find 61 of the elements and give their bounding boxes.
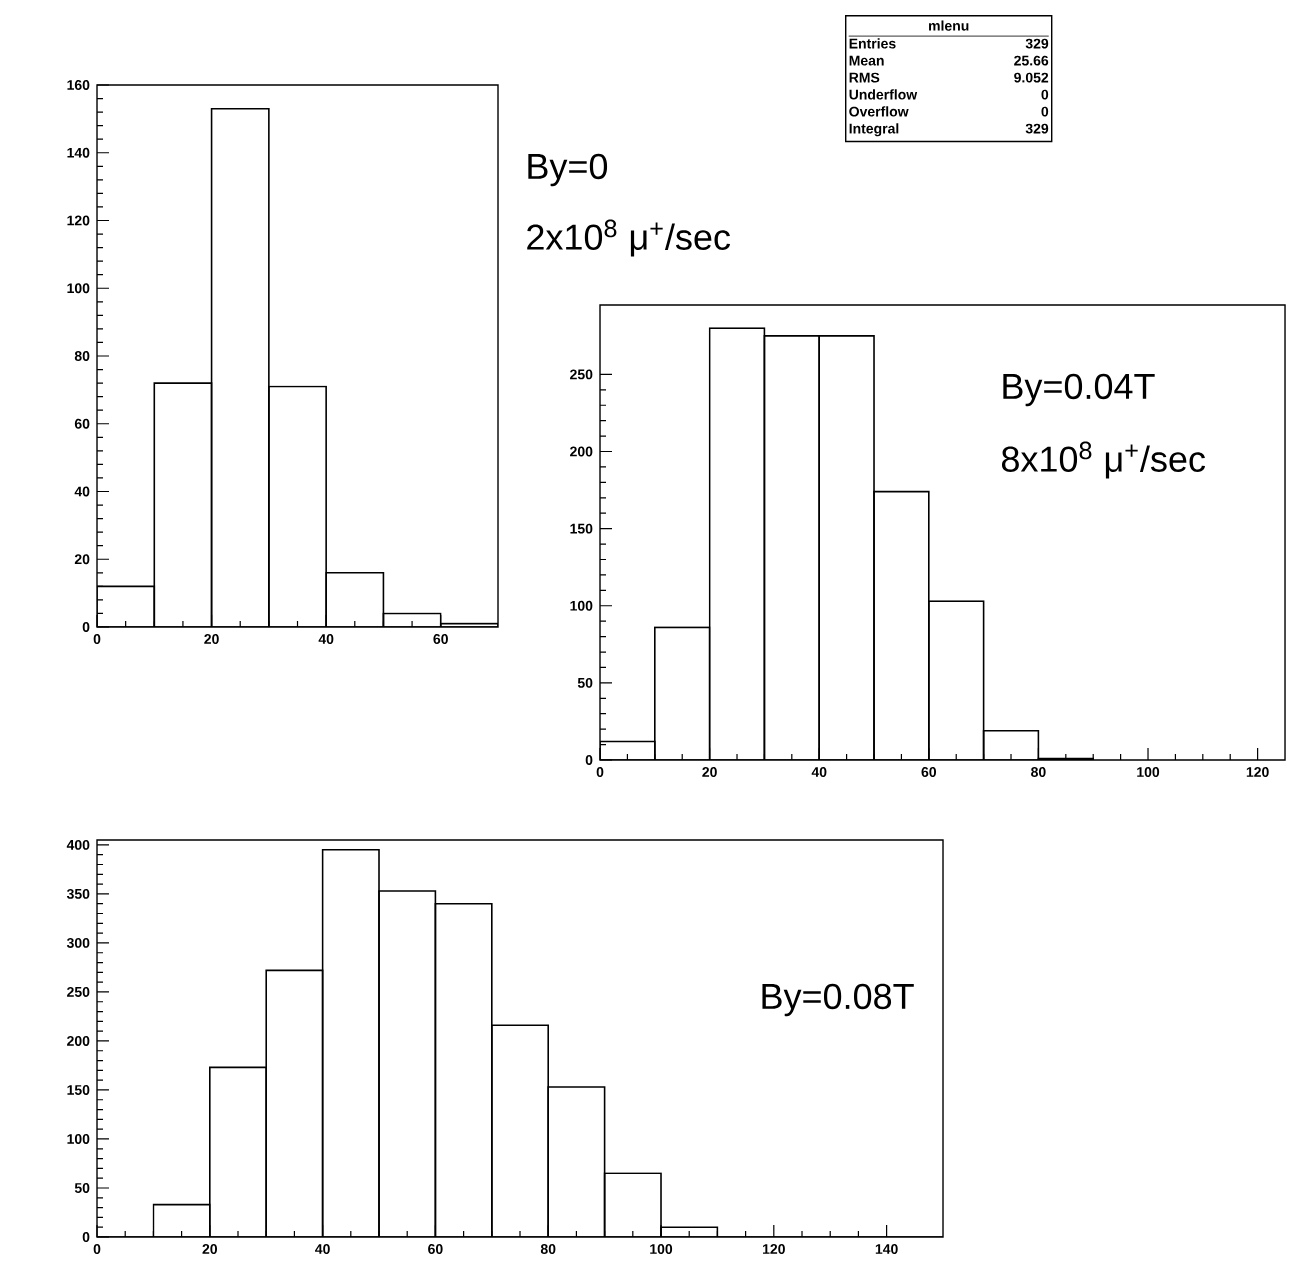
y-tick-label: 250 [570,369,593,380]
x-tick-label: 40 [318,634,334,644]
x-tick-label: 0 [93,1244,101,1254]
text: By=0 [528,153,608,187]
x-tick-label: 20 [202,1244,218,1254]
text: 0 [1041,106,1049,117]
y-tick-label: 200 [67,1036,90,1046]
x-tick-label: 140 [875,1244,898,1254]
text: 0 [1041,89,1049,100]
text: 329 [1025,38,1049,49]
y-tick-label: 300 [66,937,90,948]
y-tick-label: 200 [570,446,593,457]
y-tick-label: 50 [74,1183,90,1193]
x-tick-label: 0 [596,767,604,777]
text: Entries [849,38,896,49]
text: mlenu [929,20,969,31]
x-tick-label: 100 [650,1244,673,1254]
x-tick-label: 0 [93,634,101,644]
text: 25.66 [1014,55,1049,66]
y-tick-label: 400 [66,839,90,850]
text: Mean [849,55,884,66]
y-tick-label: 250 [67,987,90,997]
x-tick-label: 40 [315,1244,330,1254]
y-tick-label: 100 [67,1134,90,1144]
text: 329 [1025,123,1049,134]
annotation: 8x10$^{8}$ μ$^{+}$/sec [1001,441,1206,479]
y-tick-label: 100 [67,283,90,294]
x-tick-label: 60 [921,767,937,777]
text: Integral [849,123,899,137]
y-tick-label: 40 [74,486,90,497]
x-tick-label: 60 [433,634,448,644]
x-tick-label: 120 [1246,767,1269,777]
x-tick-label: 80 [1031,767,1046,777]
text: Underflow [849,89,918,100]
text: 2x10$^{8}$ μ$^{+}$/sec [527,219,731,257]
text: 9.052 [1014,72,1049,83]
y-tick-label: 150 [570,523,593,534]
y-tick-label: 150 [67,1085,90,1095]
x-tick-label: 120 [763,1244,785,1254]
y-tick-label: 20 [74,554,90,565]
y-tick-label: 350 [66,888,90,899]
y-tick-label: 60 [74,418,90,429]
y-tick-label: 80 [74,351,90,361]
x-tick-label: 100 [1137,767,1160,777]
y-tick-label: 0 [585,755,593,765]
y-tick-label: 50 [577,677,593,688]
y-tick-label: 160 [67,80,90,90]
x-tick-label: 80 [540,1244,556,1254]
annotation: By=0.08T [762,983,914,1017]
y-tick-label: 0 [82,1232,90,1242]
y-tick-label: 120 [67,215,90,226]
annotation: By=0.04T [1003,373,1155,407]
x-tick-label: 60 [428,1244,443,1254]
x-tick-label: 20 [204,634,219,644]
y-tick-label: 140 [67,147,90,158]
y-tick-label: 0 [82,622,90,632]
text: Overflow [849,106,909,117]
x-tick-label: 40 [811,767,827,777]
y-tick-label: 100 [570,600,593,611]
text: RMS [849,72,880,83]
x-tick-label: 20 [702,767,717,777]
